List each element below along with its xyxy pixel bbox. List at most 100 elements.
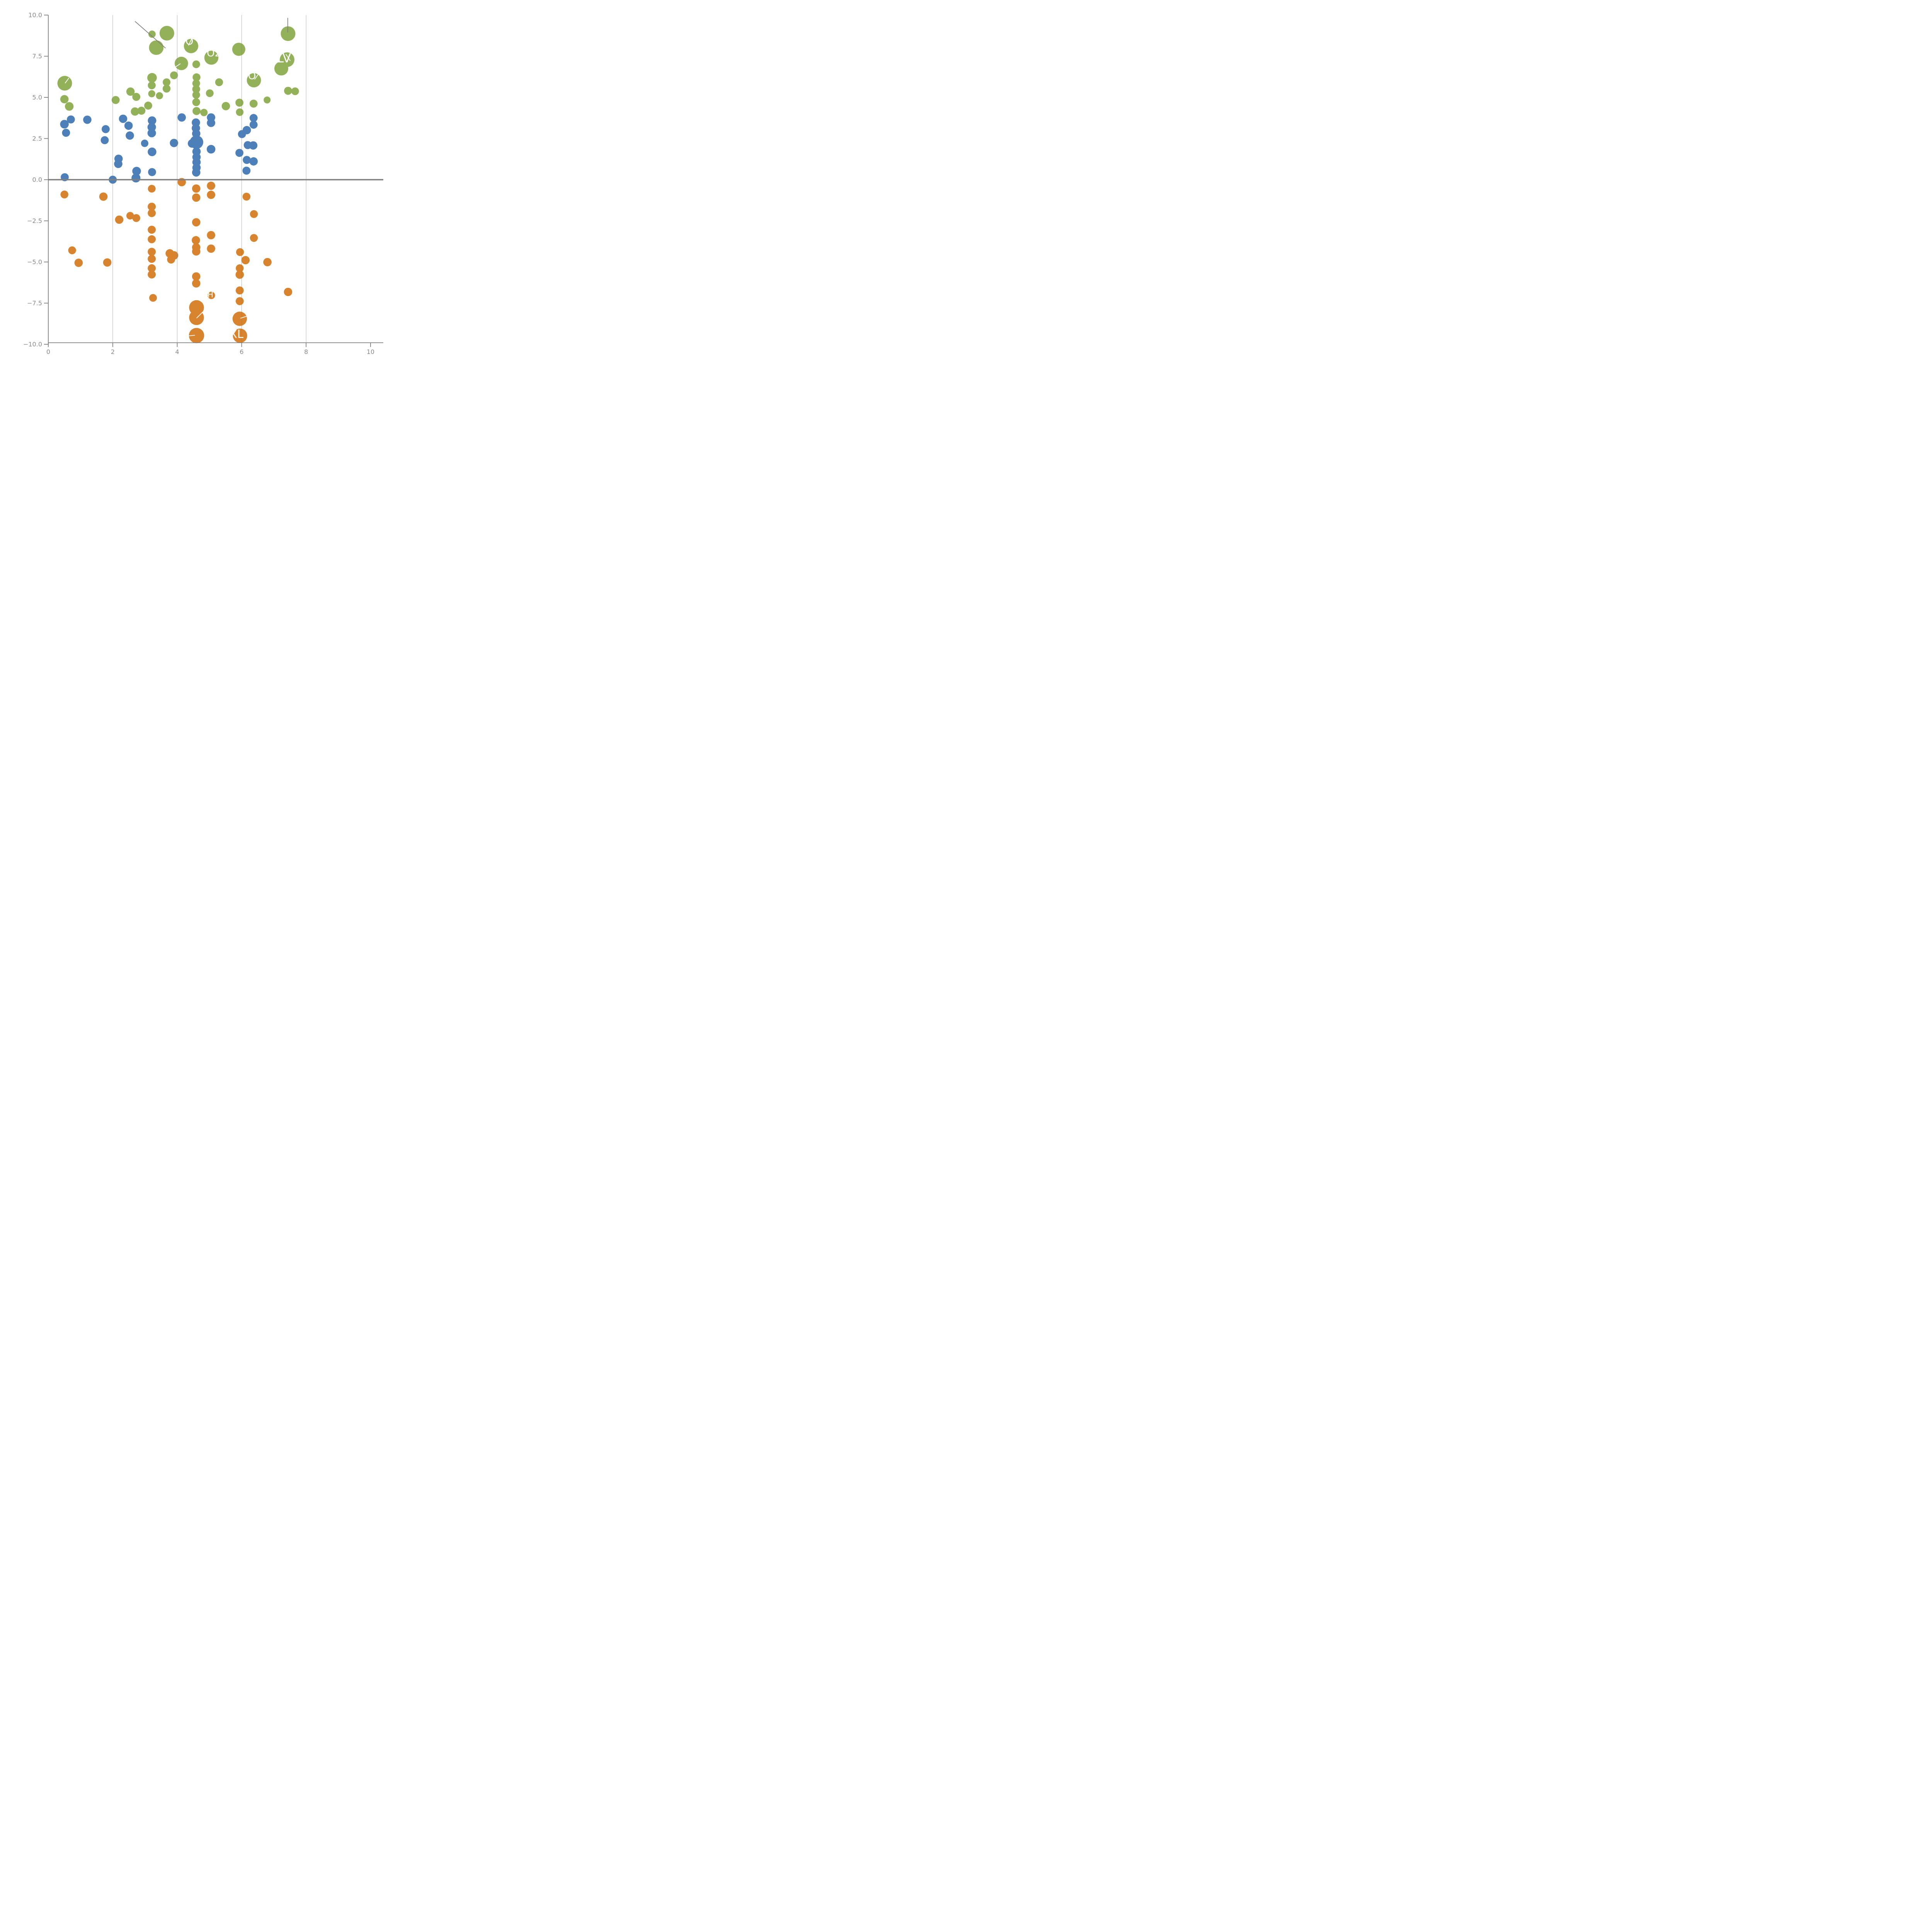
data-point-blue — [62, 129, 70, 137]
data-point-orange — [148, 185, 156, 193]
data-point-orange — [68, 246, 76, 254]
data-point-green — [206, 89, 214, 97]
data-point-blue — [132, 167, 141, 175]
data-point-green — [192, 98, 200, 106]
leader-line-white — [175, 63, 181, 68]
data-point-orange — [99, 192, 108, 201]
annotation-label: O — [248, 70, 256, 82]
data-point-green — [264, 96, 271, 104]
data-point-green — [137, 107, 146, 115]
data-point-green — [221, 102, 230, 111]
data-point-orange — [192, 272, 201, 281]
data-point-orange — [192, 193, 201, 202]
data-point-green — [215, 78, 223, 86]
leader-line-white — [65, 78, 70, 83]
data-point-blue — [83, 116, 92, 124]
data-point-green — [192, 91, 200, 99]
data-point-green — [156, 92, 163, 99]
data-point-orange — [207, 190, 215, 199]
annotation-label: H — [207, 290, 213, 299]
leader-line-white — [213, 44, 217, 51]
data-point-blue — [131, 173, 141, 183]
x-tick-label: 2 — [111, 348, 115, 355]
data-point-orange — [235, 270, 244, 279]
data-point-blue — [124, 121, 133, 130]
data-point-blue — [102, 125, 110, 133]
data-point-orange — [236, 297, 244, 305]
data-point-blue — [235, 149, 243, 157]
data-point-blue — [188, 139, 196, 148]
data-point-blue — [147, 123, 156, 132]
data-point-blue — [67, 115, 75, 124]
y-tick-label: 10.0 — [28, 12, 42, 19]
data-point-blue — [119, 114, 128, 123]
y-tick-label: 0.0 — [32, 176, 42, 184]
data-point-green — [235, 99, 243, 107]
data-point-blue — [170, 139, 179, 147]
gridlines-layer — [112, 15, 306, 343]
data-point-green — [175, 56, 188, 70]
data-point-green — [170, 71, 178, 80]
series-orange — [60, 178, 293, 344]
data-point-orange — [167, 255, 175, 264]
data-point-orange — [74, 259, 83, 267]
series-blue — [60, 113, 258, 184]
leader-line-white — [189, 335, 195, 337]
data-point-green — [236, 108, 244, 116]
data-point-green — [247, 73, 261, 88]
data-point-green — [126, 87, 135, 96]
data-point-orange — [148, 255, 156, 263]
data-point-green — [132, 93, 141, 101]
leader-line-white — [285, 54, 291, 61]
data-point-green — [131, 107, 139, 116]
data-point-orange — [250, 210, 258, 218]
data-point-orange — [241, 256, 250, 265]
data-point-blue — [242, 167, 251, 175]
x-tick-label: 4 — [175, 348, 179, 355]
data-point-green — [148, 90, 155, 97]
data-point-blue — [148, 168, 156, 176]
data-point-green — [148, 31, 156, 38]
y-tick-label: 7.5 — [32, 53, 42, 60]
data-point-blue — [249, 141, 258, 150]
x-tick-label: 10 — [367, 348, 374, 355]
data-point-blue — [192, 129, 201, 138]
leader-line-white — [196, 311, 204, 318]
data-point-orange — [207, 244, 215, 253]
data-point-green — [192, 85, 200, 93]
data-point-green — [65, 102, 74, 111]
data-point-blue — [243, 156, 251, 164]
data-point-orange — [148, 248, 156, 256]
data-point-orange — [284, 287, 293, 296]
data-point-green — [291, 87, 299, 95]
data-point-green — [148, 81, 156, 90]
data-point-orange — [148, 235, 156, 243]
leader-line-white — [139, 68, 145, 73]
data-point-blue — [207, 145, 216, 154]
data-point-green — [274, 61, 288, 76]
y-tick-label: −2.5 — [27, 217, 42, 224]
scatter-plot-canvas: O O2 LV O H XL 10.0 7.5 5.0 2.5 0.0 −2.5 −5.0 −7.5 −1… — [0, 0, 386, 386]
data-point-orange — [207, 182, 215, 190]
data-point-orange — [233, 328, 247, 343]
data-point-green — [200, 109, 208, 116]
data-points-layer — [57, 26, 299, 344]
data-point-orange — [60, 190, 68, 199]
data-point-orange — [207, 231, 215, 240]
data-point-blue — [126, 131, 134, 140]
data-point-green — [192, 107, 201, 115]
annotation-label: O — [185, 36, 193, 48]
data-point-blue — [148, 147, 156, 156]
data-point-orange — [132, 214, 140, 222]
data-point-green — [281, 26, 296, 41]
data-point-green — [57, 76, 72, 91]
data-point-blue — [60, 120, 69, 129]
data-point-blue — [207, 119, 215, 127]
y-tick-label: 5.0 — [32, 94, 42, 101]
annotations-layer: O O2 LV O H XL — [185, 36, 291, 341]
data-point-orange — [250, 234, 258, 242]
data-point-green — [111, 96, 120, 104]
leader-line-white — [240, 316, 247, 319]
data-point-orange — [263, 258, 272, 267]
data-point-orange — [148, 209, 156, 217]
